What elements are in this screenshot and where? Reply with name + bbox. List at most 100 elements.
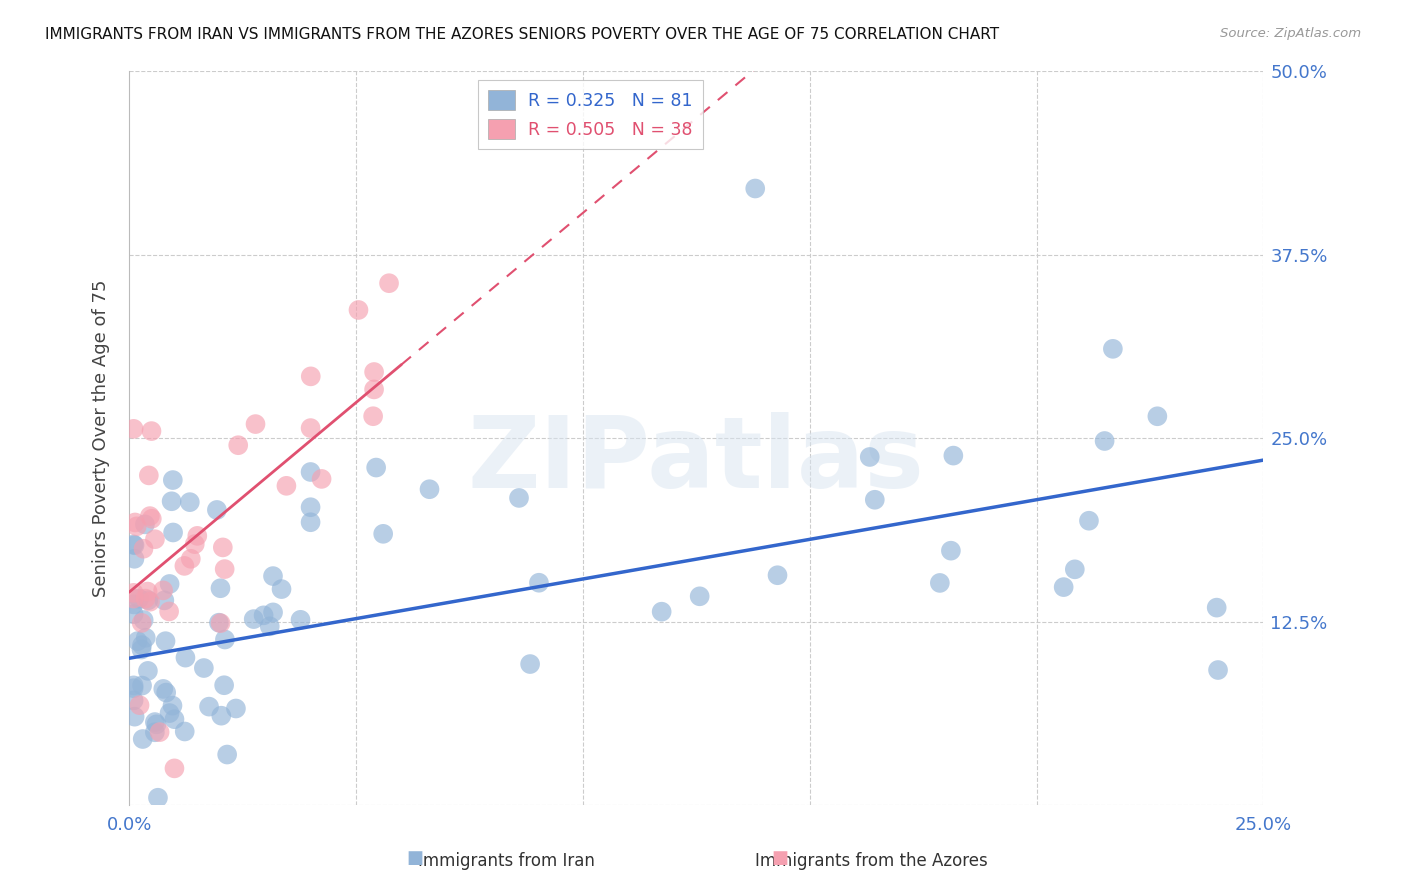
Point	[173, 558, 195, 573]
Point	[132, 541, 155, 556]
Point	[131, 642, 153, 657]
Point	[128, 591, 150, 606]
Point	[299, 369, 322, 384]
Point	[186, 529, 208, 543]
Point	[863, 492, 886, 507]
Point	[942, 449, 965, 463]
Point	[143, 714, 166, 729]
Point	[125, 519, 148, 533]
Point	[143, 725, 166, 739]
Point	[651, 605, 673, 619]
Point	[311, 472, 333, 486]
Point	[1094, 434, 1116, 448]
Point	[124, 538, 146, 552]
Point	[122, 693, 145, 707]
Point	[373, 526, 395, 541]
Point	[139, 595, 162, 609]
Point	[262, 606, 284, 620]
Point	[143, 533, 166, 547]
Point	[122, 591, 145, 606]
Point	[122, 607, 145, 622]
Point	[160, 494, 183, 508]
Point	[122, 422, 145, 436]
Point	[136, 664, 159, 678]
Point	[1053, 580, 1076, 594]
Point	[527, 575, 550, 590]
Point	[205, 503, 228, 517]
Point	[212, 678, 235, 692]
Point	[211, 541, 233, 555]
Point	[214, 562, 236, 576]
Point	[124, 516, 146, 530]
Point	[174, 650, 197, 665]
Point	[141, 424, 163, 438]
Point	[152, 681, 174, 696]
Point	[363, 383, 385, 397]
Point	[299, 465, 322, 479]
Point	[163, 761, 186, 775]
Text: ZIPatlas: ZIPatlas	[468, 411, 925, 508]
Point	[299, 515, 322, 529]
Point	[259, 619, 281, 633]
Point	[418, 482, 440, 496]
Point	[132, 731, 155, 746]
Point	[1206, 663, 1229, 677]
Point	[136, 584, 159, 599]
Point	[159, 577, 181, 591]
Point	[299, 421, 322, 435]
Point	[136, 593, 159, 607]
Point	[131, 615, 153, 630]
Point	[1102, 342, 1125, 356]
Point	[122, 537, 145, 551]
Point	[366, 460, 388, 475]
Point	[162, 698, 184, 713]
Text: Immigrants from the Azores: Immigrants from the Azores	[755, 852, 988, 870]
Point	[939, 543, 962, 558]
Point	[124, 709, 146, 723]
Point	[180, 551, 202, 566]
Point	[270, 582, 292, 596]
Point	[1146, 409, 1168, 424]
Point	[209, 708, 232, 723]
Point	[153, 593, 176, 607]
Point	[124, 551, 146, 566]
Point	[146, 790, 169, 805]
Point	[155, 634, 177, 648]
Point	[135, 631, 157, 645]
Point	[290, 613, 312, 627]
Text: ■: ■	[772, 849, 789, 867]
Point	[149, 725, 172, 739]
Point	[193, 661, 215, 675]
Point	[208, 615, 231, 630]
Point	[155, 685, 177, 699]
Point	[1205, 600, 1227, 615]
Point	[363, 365, 385, 379]
Point	[262, 569, 284, 583]
Point	[139, 509, 162, 524]
Point	[141, 512, 163, 526]
Point	[242, 612, 264, 626]
Point	[163, 712, 186, 726]
Point	[225, 701, 247, 715]
Text: Source: ZipAtlas.com: Source: ZipAtlas.com	[1220, 27, 1361, 40]
Point	[122, 598, 145, 612]
Point	[299, 500, 322, 515]
Point	[217, 747, 239, 762]
Point	[1063, 562, 1085, 576]
Text: Immigrants from Iran: Immigrants from Iran	[418, 852, 595, 870]
Point	[214, 632, 236, 647]
Point	[152, 583, 174, 598]
Point	[347, 303, 370, 318]
Point	[928, 576, 950, 591]
Point	[209, 616, 232, 631]
Point	[519, 657, 541, 671]
Point	[209, 581, 232, 595]
Point	[122, 681, 145, 696]
Point	[159, 706, 181, 720]
Point	[127, 634, 149, 648]
Point	[132, 613, 155, 627]
Text: IMMIGRANTS FROM IRAN VS IMMIGRANTS FROM THE AZORES SENIORS POVERTY OVER THE AGE : IMMIGRANTS FROM IRAN VS IMMIGRANTS FROM …	[45, 27, 1000, 42]
Point	[744, 181, 766, 195]
Point	[122, 586, 145, 600]
Text: ■: ■	[406, 849, 423, 867]
